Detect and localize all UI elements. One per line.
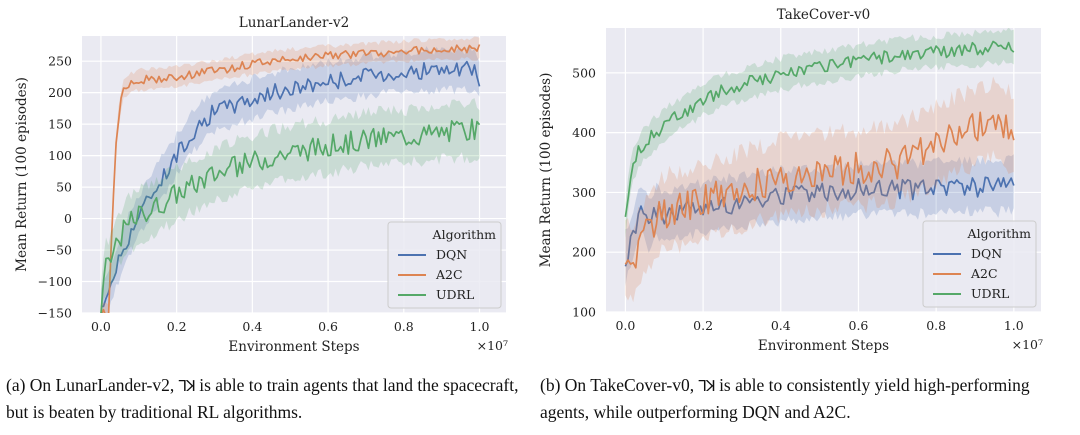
lunarlander-chart: 0.0 0.2 0.4 0.6 0.8 1.0 −150 −100 −50 0 50 100 150 20…: [14, 15, 508, 355]
legend-label-a2c: A2C: [435, 267, 463, 282]
legend-label-a2c: A2C: [970, 266, 998, 281]
x-tick-label: 0.0: [615, 318, 635, 333]
y-tick-label: 150: [48, 117, 72, 132]
x-tick-label: 0.4: [242, 319, 262, 334]
y-tick-label: −50: [46, 243, 72, 258]
chart-title: TakeCover-v0: [777, 7, 870, 23]
legend-title: Algorithm: [967, 226, 1032, 241]
y-tick-label: 300: [572, 185, 596, 200]
series-line-a2c: [624, 111, 1015, 269]
chart-title: LunarLander-v2: [239, 15, 349, 31]
x-tick-label: 0.2: [167, 319, 187, 334]
series-band-udrl: [625, 28, 1014, 238]
y-axis-label: Mean Return (100 episodes): [14, 77, 30, 272]
x-tick-label: 0.0: [91, 319, 111, 334]
y-tick-label: 0: [64, 211, 72, 226]
y-tick-label: 500: [572, 65, 596, 80]
caption-a-text-1: (a) On LunarLander-v2,: [6, 375, 179, 395]
takecover-chart: 0.0 0.2 0.4 0.6 0.8 1.0 100 200 300 400 500 TakeCov…: [538, 7, 1043, 354]
plot-area: [100, 36, 481, 313]
y-tick-label: −100: [38, 274, 72, 289]
y-tick-label: 400: [572, 125, 596, 140]
y-tick-label: −150: [38, 306, 72, 321]
series-line-a2c: [101, 44, 481, 313]
figure: 0.0 0.2 0.4 0.6 0.8 1.0 −150 −100 −50 0 50 100 150 20…: [14, 7, 1043, 355]
legend-label-udrl: UDRL: [971, 286, 1009, 301]
x-tick-label: 1.0: [1004, 318, 1024, 333]
x-tick-label: 0.8: [394, 319, 414, 334]
legend-label-dqn: DQN: [971, 246, 1002, 261]
x-tick-label: 0.2: [693, 318, 713, 333]
x-axis-multiplier: ×10⁷: [477, 338, 508, 353]
caption-a-method-glyph: ⅂ꓘ: [178, 377, 196, 395]
y-tick-label: 100: [572, 305, 596, 320]
y-tick-label: 50: [56, 180, 72, 195]
series-line-udrl: [100, 118, 481, 313]
series-line-udrl: [624, 40, 1015, 218]
y-tick-label: 100: [48, 148, 72, 163]
caption-b-method-glyph: ⅂ꓘ: [698, 377, 715, 395]
legend: Algorithm DQN A2C UDRL: [387, 221, 502, 309]
x-tick-label: 0.6: [849, 318, 869, 333]
series-band-a2c: [625, 76, 1014, 303]
y-axis-label: Mean Return (100 episodes): [538, 73, 554, 268]
caption-a-text-2: is able to train agents that land the sp…: [6, 375, 519, 422]
y-tick-label: 250: [48, 54, 72, 69]
legend-title: Algorithm: [432, 227, 497, 242]
legend-box: [387, 221, 502, 309]
x-tick-label: 0.4: [771, 318, 791, 333]
legend: Algorithm DQN A2C UDRL: [922, 220, 1037, 308]
caption-a: (a) On LunarLander-v2, ⅂ꓘ is able to tra…: [6, 372, 530, 425]
caption-b: (b) On TakeCover-v0, ⅂ꓘ is able to consi…: [540, 372, 1076, 425]
x-axis-label: Environment Steps: [758, 338, 889, 354]
legend-box: [922, 220, 1037, 308]
series-band-udrl: [100, 98, 480, 313]
y-tick-label: 200: [572, 245, 596, 260]
x-tick-label: 0.6: [318, 319, 338, 334]
legend-label-dqn: DQN: [436, 247, 467, 262]
series-line-dqn: [100, 60, 481, 308]
y-tick-label: 200: [48, 85, 72, 100]
caption-b-text-2: is able to consistently yield high-perfo…: [540, 375, 1030, 422]
series-band-dqn: [100, 45, 480, 313]
x-axis-label: Environment Steps: [228, 339, 359, 355]
caption-b-text-1: (b) On TakeCover-v0,: [540, 375, 699, 395]
x-tick-label: 1.0: [470, 319, 490, 334]
x-tick-label: 0.8: [926, 318, 946, 333]
plot-area: [624, 28, 1015, 303]
x-axis-multiplier: ×10⁷: [1012, 337, 1043, 352]
legend-label-udrl: UDRL: [436, 287, 474, 302]
